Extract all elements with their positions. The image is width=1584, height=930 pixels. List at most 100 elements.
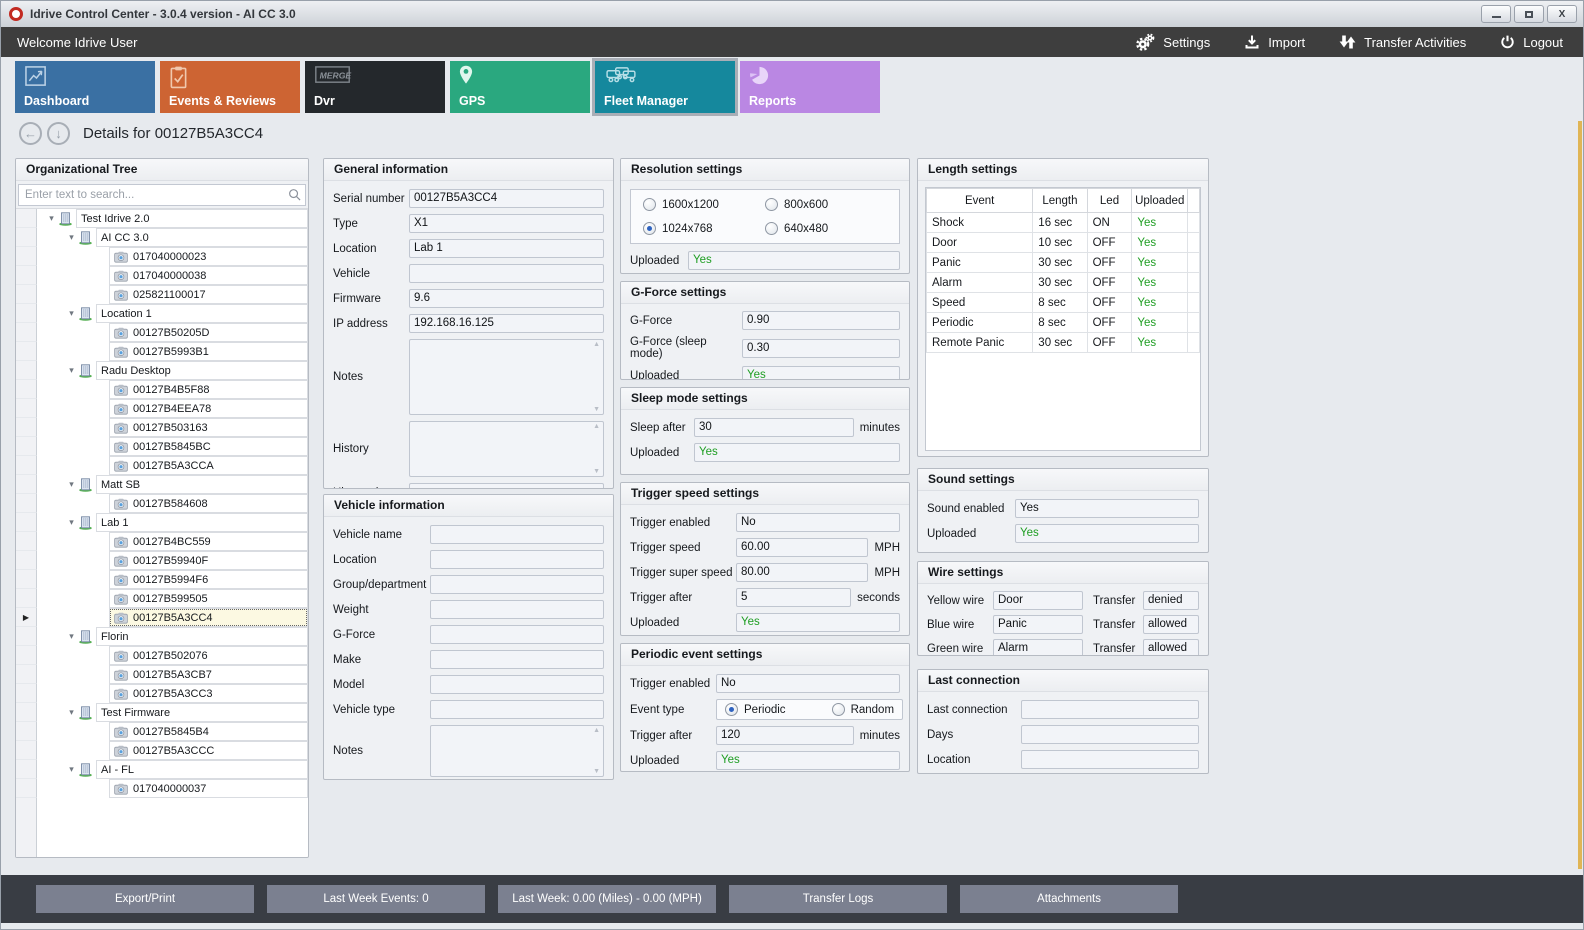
wire-event-field[interactable]: Door: [993, 591, 1083, 610]
serial-number-field[interactable]: 00127B5A3CC4: [409, 189, 604, 208]
gforce-sleep-field[interactable]: 0.30: [742, 338, 900, 358]
tree-device-row[interactable]: 00127B5A3CCC: [16, 741, 308, 760]
wire-transfer-field[interactable]: allowed: [1143, 639, 1199, 655]
export-print-button[interactable]: Export/Print: [36, 885, 254, 913]
tab-dvr[interactable]: MERGE Dvr: [305, 61, 445, 113]
make-field[interactable]: [430, 650, 604, 669]
tree-device-row[interactable]: 00127B5A3CCA: [16, 456, 308, 475]
tree-device-row[interactable]: 00127B5A3CB7: [16, 665, 308, 684]
tree-group-row[interactable]: ▾ Test Idrive 2.0: [16, 209, 308, 228]
expand-arrow-icon[interactable]: ▾: [69, 232, 74, 242]
tab-fleet-manager[interactable]: Fleet Manager: [592, 58, 738, 116]
periodic-enabled-field[interactable]: No: [716, 674, 900, 693]
wire-event-field[interactable]: Panic: [993, 615, 1083, 634]
sound-enabled-field[interactable]: Yes: [1015, 499, 1199, 518]
toolbar-transfer-activities-button[interactable]: Transfer Activities: [1339, 34, 1466, 50]
tree-group-row[interactable]: ▾ Radu Desktop: [16, 361, 308, 380]
type-field[interactable]: X1: [409, 214, 604, 233]
wire-event-field[interactable]: Alarm: [993, 639, 1083, 655]
expand-arrow-icon[interactable]: ▾: [69, 365, 74, 375]
scroll-up-icon[interactable]: ▲: [593, 727, 600, 734]
transfer-logs-button[interactable]: Transfer Logs: [729, 885, 947, 913]
radio-640x480[interactable]: [765, 222, 778, 235]
tree-group-row[interactable]: ▾ AI - FL: [16, 760, 308, 779]
group-department-field[interactable]: [430, 575, 604, 594]
tree-group-row[interactable]: ▾ AI CC 3.0: [16, 228, 308, 247]
search-input[interactable]: [18, 184, 306, 206]
tree-device-row[interactable]: 00127B5845BC: [16, 437, 308, 456]
radio-random[interactable]: [831, 703, 845, 716]
tree-device-row[interactable]: 00127B50205D: [16, 323, 308, 342]
periodic-after-field[interactable]: 120: [716, 726, 854, 745]
expand-arrow-icon[interactable]: ▾: [69, 479, 74, 489]
tab-dashboard[interactable]: Dashboard: [15, 61, 155, 113]
location-field[interactable]: Lab 1: [409, 239, 604, 258]
gforce-field[interactable]: 0.90: [742, 311, 900, 330]
download-button[interactable]: ↓: [47, 122, 70, 145]
tree-device-row[interactable]: 00127B5A3CC3: [16, 684, 308, 703]
expand-arrow-icon[interactable]: ▾: [69, 764, 74, 774]
tree-device-row[interactable]: 017040000023: [16, 247, 308, 266]
toolbar-settings-button[interactable]: Settings: [1135, 33, 1210, 51]
trigger-super-speed-field[interactable]: 80.00: [736, 563, 869, 582]
scroll-up-icon[interactable]: ▲: [593, 423, 600, 430]
trigger-speed-field[interactable]: 60.00: [736, 538, 869, 557]
days-field[interactable]: [1021, 725, 1199, 744]
tree-group-row[interactable]: ▾ Test Firmware: [16, 703, 308, 722]
wire-transfer-field[interactable]: allowed: [1143, 615, 1199, 634]
tree-device-row[interactable]: 017040000037: [16, 779, 308, 798]
sleep-after-field[interactable]: 30: [694, 418, 854, 437]
last-location-field[interactable]: [1021, 750, 1199, 769]
model-field[interactable]: [430, 675, 604, 694]
tab-reports[interactable]: Reports: [740, 61, 880, 113]
search-icon[interactable]: [288, 188, 301, 206]
tree-device-row[interactable]: 00127B599505: [16, 589, 308, 608]
tree-group-row[interactable]: ▾ Location 1: [16, 304, 308, 323]
tree-device-row[interactable]: 00127B4BC559: [16, 532, 308, 551]
back-button[interactable]: ←: [19, 122, 42, 145]
expand-arrow-icon[interactable]: ▾: [69, 517, 74, 527]
maximize-button[interactable]: [1514, 5, 1544, 23]
history-field[interactable]: ▲ ▼: [409, 421, 604, 477]
radio-1600x1200[interactable]: [643, 198, 656, 211]
tab-gps[interactable]: GPS: [450, 61, 590, 113]
vehicle-field[interactable]: [409, 264, 604, 283]
last-connection-field[interactable]: [1021, 700, 1199, 719]
tree-group-row[interactable]: ▾ Lab 1: [16, 513, 308, 532]
tree-group-row[interactable]: ▾ Matt SB: [16, 475, 308, 494]
ip-address-field[interactable]: 192.168.16.125: [409, 314, 604, 333]
wire-transfer-field[interactable]: denied: [1143, 591, 1199, 610]
minimize-button[interactable]: [1481, 5, 1511, 23]
vehicle-type-field[interactable]: [430, 700, 604, 719]
radio-1024x768[interactable]: [643, 222, 656, 235]
tab-events-reviews[interactable]: Events & Reviews: [160, 61, 300, 113]
radio-800x600[interactable]: [765, 198, 778, 211]
tree-device-row[interactable]: 017040000038: [16, 266, 308, 285]
tree-device-row[interactable]: 00127B4B5F88: [16, 380, 308, 399]
vehicle-notes-field[interactable]: ▲ ▼: [430, 725, 604, 777]
expand-arrow-icon[interactable]: ▾: [69, 631, 74, 641]
vehicle-location-field[interactable]: [430, 550, 604, 569]
trigger-enabled-field[interactable]: No: [736, 513, 900, 532]
vehicle-gforce-field[interactable]: [430, 625, 604, 644]
scroll-down-icon[interactable]: ▼: [593, 768, 600, 775]
tree-device-row[interactable]: 00127B4EEA78: [16, 399, 308, 418]
weight-field[interactable]: [430, 600, 604, 619]
scroll-down-icon[interactable]: ▼: [593, 468, 600, 475]
radio-periodic[interactable]: [725, 703, 738, 716]
attachments-button[interactable]: Attachments: [960, 885, 1178, 913]
tree-device-row[interactable]: 00127B5845B4: [16, 722, 308, 741]
vehicle-name-field[interactable]: [430, 525, 604, 544]
scroll-up-icon[interactable]: ▲: [593, 341, 600, 348]
trigger-after-field[interactable]: 5: [736, 588, 852, 607]
firmware-field[interactable]: 9.6: [409, 289, 604, 308]
expand-arrow-icon[interactable]: ▾: [69, 308, 74, 318]
tree-group-row[interactable]: ▾ Florin: [16, 627, 308, 646]
tree-device-row[interactable]: ▶ 00127B5A3CC4: [16, 608, 308, 627]
close-button[interactable]: X: [1547, 5, 1577, 23]
expand-arrow-icon[interactable]: ▾: [49, 213, 54, 223]
tree-device-row[interactable]: 00127B5993B1: [16, 342, 308, 361]
tree-device-row[interactable]: 00127B5994F6: [16, 570, 308, 589]
toolbar-import-button[interactable]: Import: [1244, 34, 1305, 50]
tree-device-row[interactable]: 00127B503163: [16, 418, 308, 437]
